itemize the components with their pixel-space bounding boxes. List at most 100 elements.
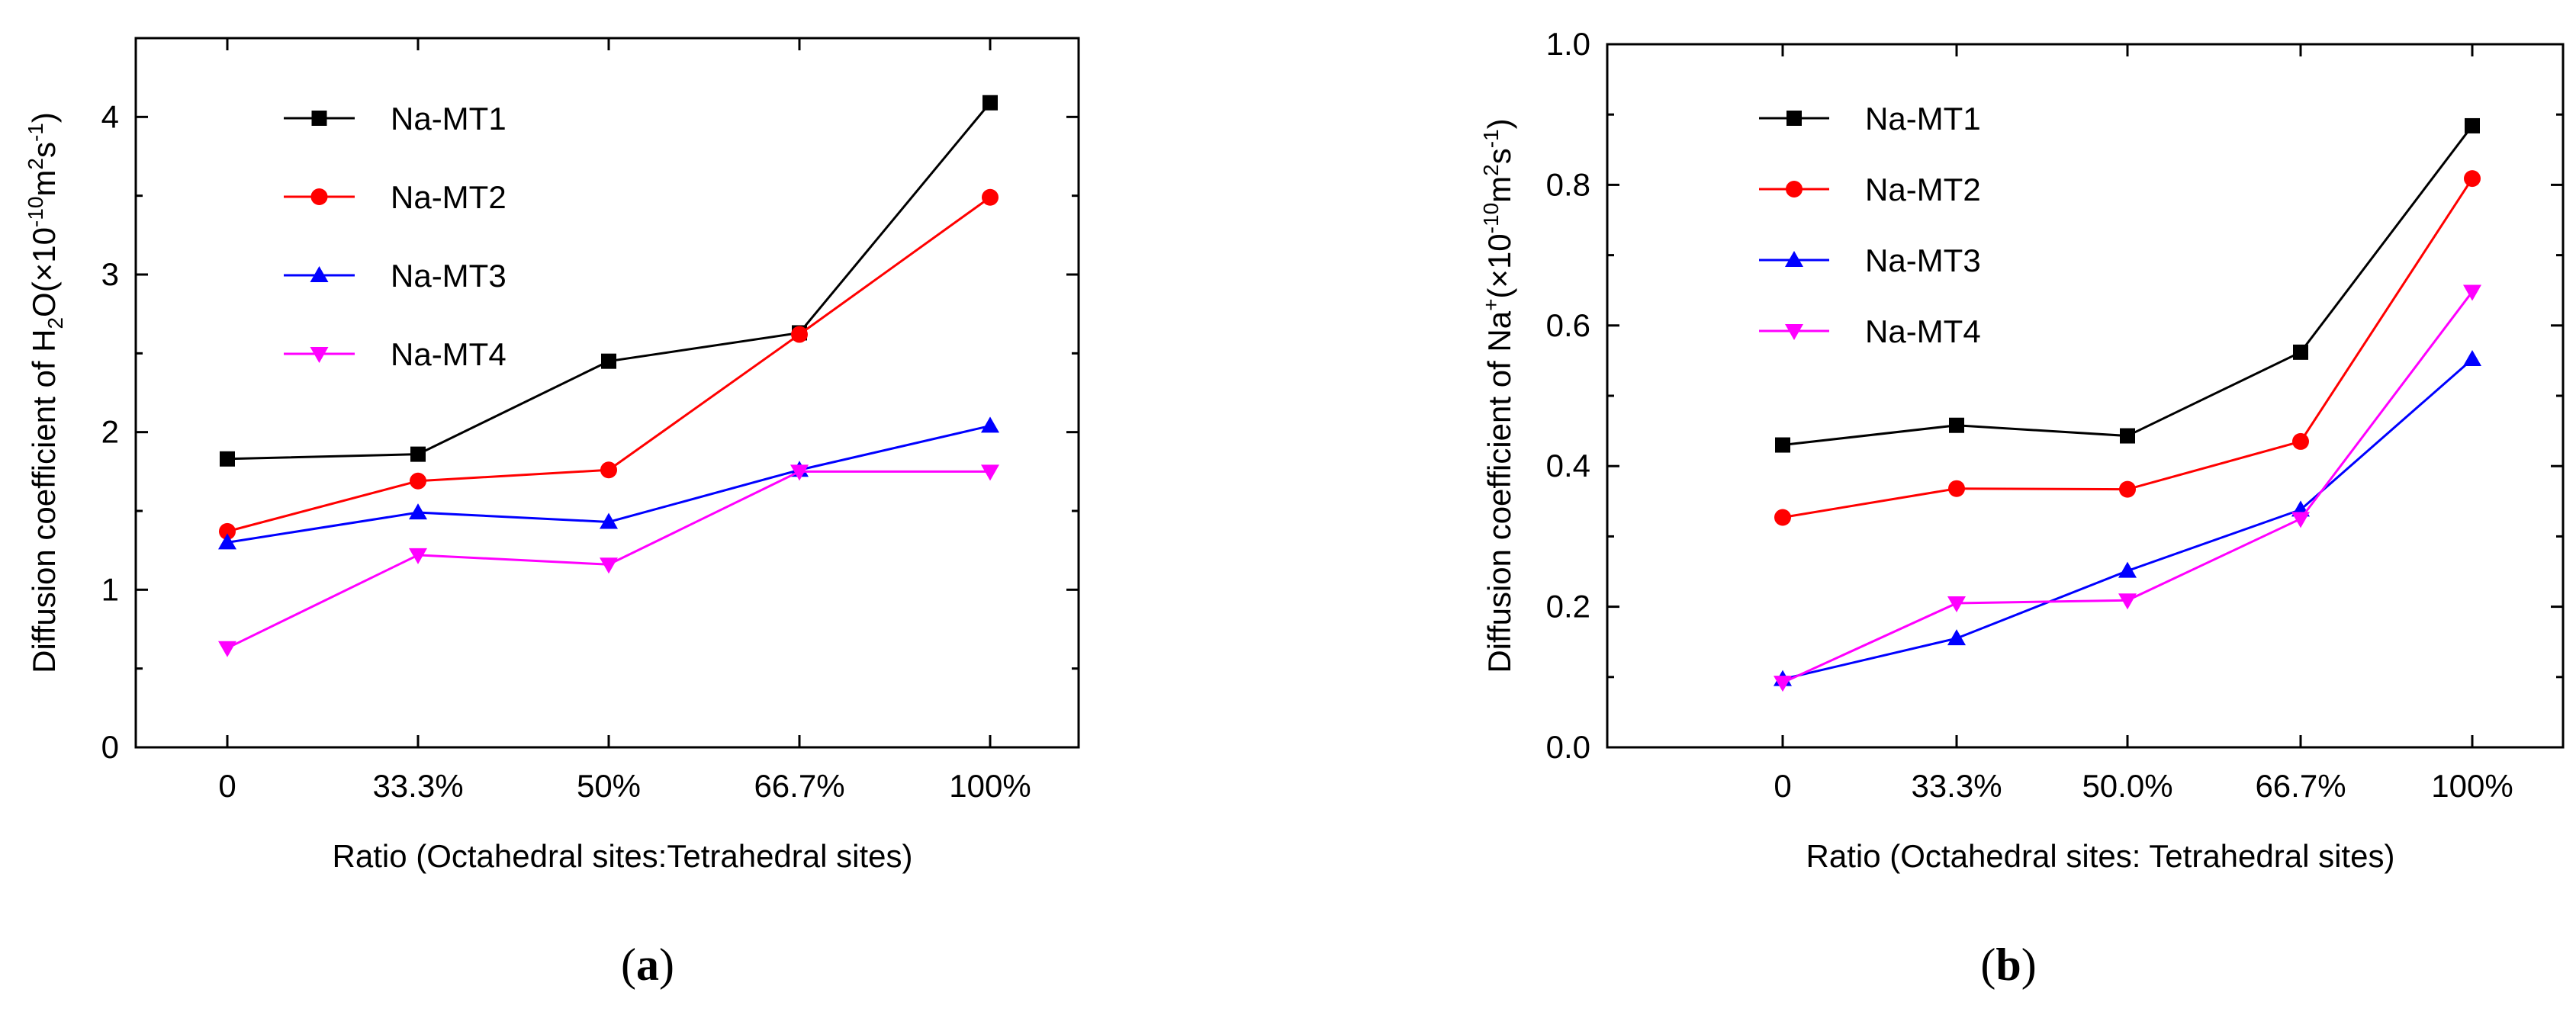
- legend-marker: [1785, 324, 1803, 340]
- x-axis-label: Ratio (Octahedral sites: Tetrahedral sit…: [1806, 838, 2395, 874]
- y-tick-label: 1: [101, 571, 119, 607]
- series-Na-MT2: [219, 188, 999, 540]
- series-Na-MT1: [220, 95, 998, 467]
- y-tick-label: 0.0: [1546, 729, 1590, 765]
- x-tick-label: 66.7%: [754, 768, 844, 804]
- data-point: [219, 522, 236, 540]
- y-tick-label: 0.2: [1546, 589, 1590, 625]
- x-axis-label: Ratio (Octahedral sites:Tetrahedral site…: [333, 838, 913, 874]
- x-tick-label: 50.0%: [2082, 768, 2172, 804]
- data-point: [1774, 676, 1792, 692]
- legend-label: Na-MT2: [391, 179, 507, 215]
- data-point: [1774, 509, 1791, 526]
- y-tick-label: 0.6: [1546, 307, 1590, 343]
- data-point: [2119, 480, 2136, 498]
- panel-caption: (b): [1980, 940, 2036, 990]
- plot-frame: [134, 37, 1080, 749]
- y-tick-label: 2: [101, 414, 119, 450]
- data-point: [600, 461, 617, 479]
- legend-marker: [310, 347, 329, 363]
- plot-frame: [1606, 43, 2565, 749]
- x-tick-label: 100%: [949, 768, 1031, 804]
- x-tick-label: 33.3%: [372, 768, 463, 804]
- data-point: [410, 446, 426, 462]
- chart-panel-b: 0.0 0.2 0.4 0.6 0.8 1.0 0 33.3% 50.0% 66.7% 100% Ra…: [1479, 26, 2565, 990]
- legend-marker: [1786, 181, 1803, 198]
- series-Na-MT4: [218, 464, 999, 657]
- data-point: [2463, 284, 2481, 301]
- y-axis-label: Diffusion coefficient of H2O(×10-10m2s-1…: [24, 112, 67, 673]
- y-tick-label: 0.4: [1546, 448, 1590, 483]
- legend: Na-MT1 Na-MT2 Na-MT3 Na-MT4: [284, 101, 507, 372]
- y-tick-label: 0.8: [1546, 166, 1590, 202]
- legend-label: Na-MT3: [391, 258, 507, 294]
- data-point: [982, 188, 999, 206]
- data-point: [409, 503, 427, 520]
- x-tick-label: 50%: [577, 768, 641, 804]
- legend-entry: Na-MT2: [1759, 172, 1981, 207]
- series-Na-MT4: [1774, 284, 2481, 692]
- data-point: [2120, 428, 2135, 444]
- legend-label: Na-MT3: [1865, 243, 1981, 278]
- data-point: [1775, 437, 1790, 453]
- x-tick-label: 100%: [2431, 768, 2513, 804]
- legend-marker: [310, 266, 329, 282]
- data-point: [600, 557, 618, 574]
- legend: Na-MT1 Na-MT2 Na-MT3 Na-MT4: [1759, 101, 1981, 349]
- legend-label: Na-MT2: [1865, 172, 1981, 207]
- legend-marker: [1785, 251, 1803, 267]
- legend-entry: Na-MT4: [284, 336, 507, 372]
- y-tick-label: 1.0: [1546, 26, 1590, 62]
- series-Na-MT2: [1774, 170, 2481, 526]
- data-point: [218, 533, 236, 550]
- data-point: [1949, 417, 1964, 433]
- data-point: [981, 464, 999, 481]
- series-Na-MT3: [218, 416, 999, 550]
- data-point: [2118, 561, 2137, 578]
- y-tick-label: 3: [101, 256, 119, 292]
- data-point: [1947, 596, 1966, 612]
- data-point: [2464, 170, 2481, 188]
- data-point: [220, 451, 235, 467]
- chart-panel-a: 0 1 2 3 4 0 33.3% 50% 66.7% 100% Ratio (Octahedral…: [24, 37, 1080, 990]
- data-point: [2291, 512, 2310, 528]
- data-point: [790, 464, 809, 481]
- data-point: [600, 512, 618, 529]
- legend-entry: Na-MT3: [284, 258, 507, 294]
- panel-caption: (a): [621, 940, 674, 990]
- data-point: [791, 326, 808, 343]
- data-point: [2118, 593, 2137, 610]
- data-point: [410, 472, 426, 490]
- data-point: [2463, 350, 2481, 367]
- legend-entry: Na-MT1: [284, 101, 507, 137]
- x-tick-label: 66.7%: [2255, 768, 2346, 804]
- data-point: [218, 641, 236, 657]
- legend-entry: Na-MT1: [1759, 101, 1981, 137]
- legend-label: Na-MT4: [1865, 313, 1981, 349]
- data-point: [2293, 344, 2308, 360]
- series-line: [1782, 358, 2473, 681]
- legend-entry: Na-MT3: [1759, 243, 1981, 278]
- data-point: [1948, 480, 1965, 497]
- data-point: [1947, 629, 1966, 646]
- x-tick-label: 0: [1774, 768, 1791, 804]
- legend-marker: [1786, 111, 1802, 126]
- data-point: [2465, 117, 2480, 133]
- x-tick-label: 33.3%: [1911, 768, 2002, 804]
- legend-label: Na-MT4: [391, 336, 507, 372]
- legend-label: Na-MT1: [1865, 101, 1981, 137]
- series-Na-MT1: [1775, 117, 2480, 453]
- legend-marker: [311, 111, 327, 126]
- data-point: [982, 95, 998, 111]
- legend-label: Na-MT1: [391, 101, 507, 137]
- y-tick-label: 4: [101, 98, 119, 134]
- legend-entry: Na-MT2: [284, 179, 507, 215]
- data-point: [2292, 432, 2309, 450]
- data-point: [601, 353, 616, 369]
- series-Na-MT3: [1774, 350, 2481, 686]
- data-point: [981, 416, 999, 433]
- legend-marker: [310, 188, 328, 205]
- x-tick-label: 0: [218, 768, 236, 804]
- y-axis-label: Diffusion coefficient of Na+(×10-10m2s-1…: [1479, 118, 1517, 673]
